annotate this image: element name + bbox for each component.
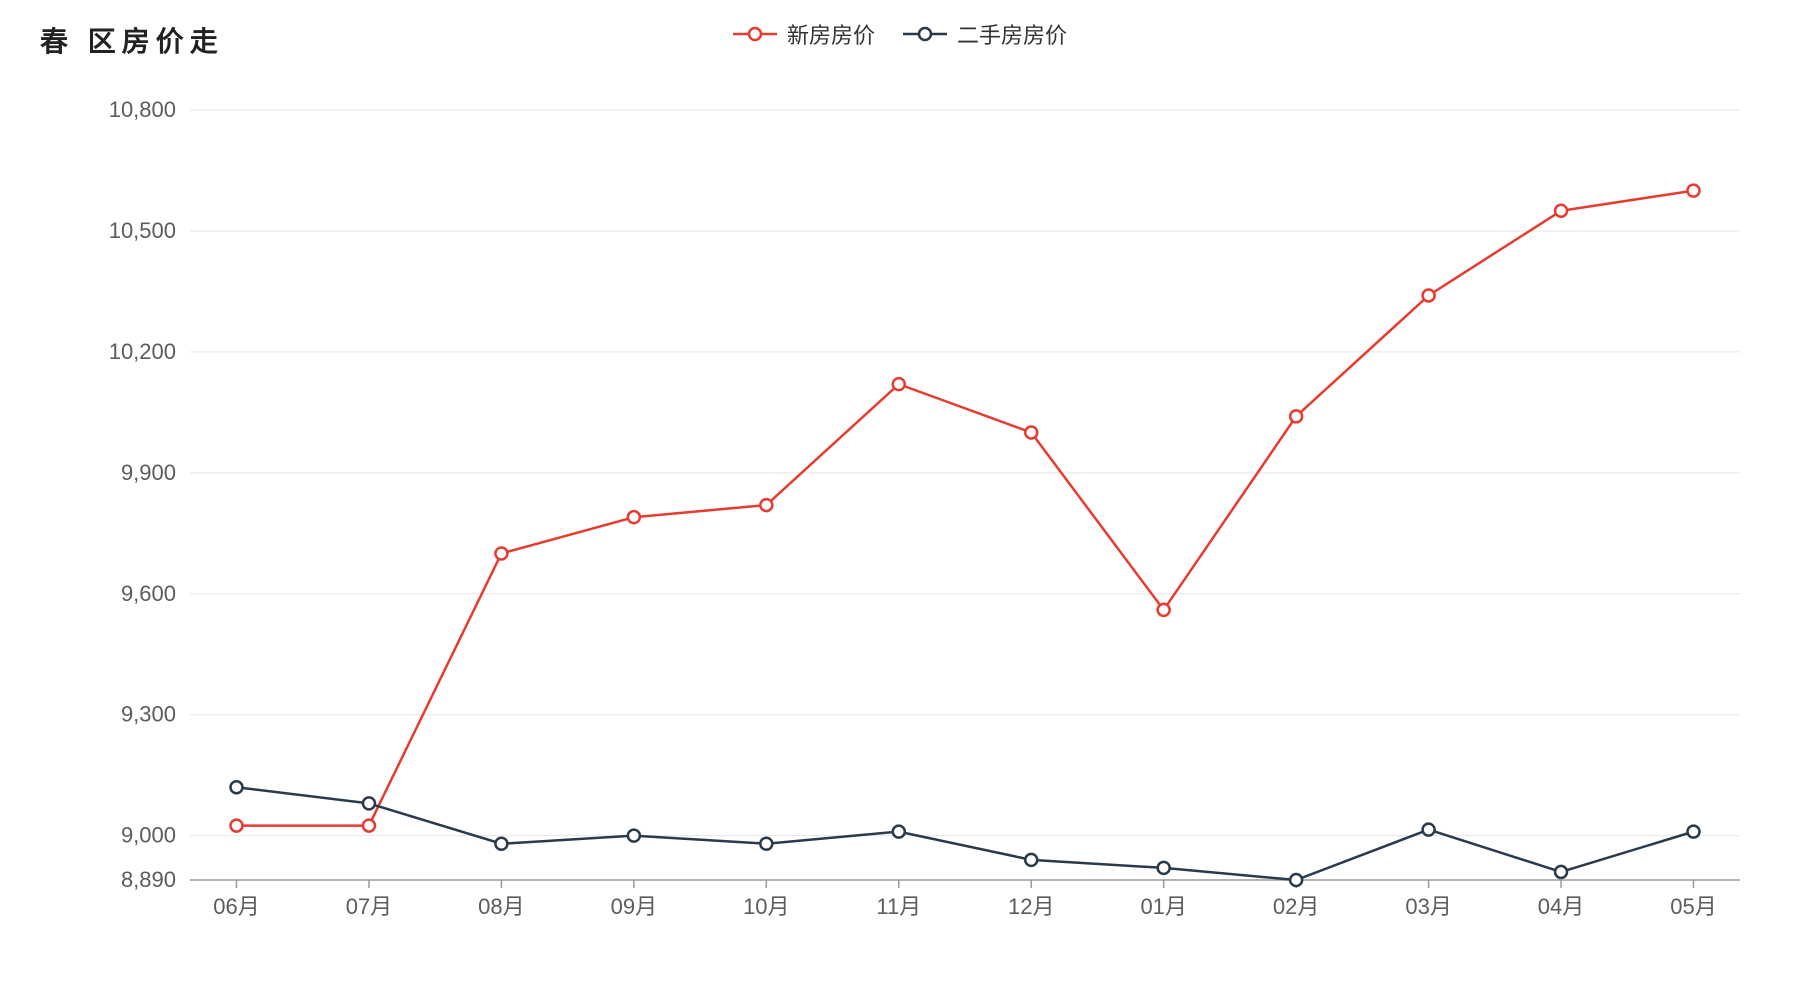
svg-text:10,200: 10,200 [109,339,176,364]
legend-swatch-second [903,25,947,43]
svg-text:9,600: 9,600 [121,581,176,606]
svg-text:07月: 07月 [346,894,392,919]
svg-text:9,000: 9,000 [121,823,176,848]
svg-text:11月: 11月 [876,894,921,919]
svg-text:10,500: 10,500 [109,218,176,243]
legend-label-new: 新房房价 [787,18,875,50]
svg-text:9,300: 9,300 [121,702,176,727]
chart-container: 春 区房价走 新房房价 二手房房价 8,8909,0009,3009,6009, [0,0,1800,1000]
svg-text:8,890: 8,890 [121,867,176,892]
svg-text:02月: 02月 [1273,894,1319,919]
svg-text:05月: 05月 [1670,894,1716,919]
svg-text:08月: 08月 [478,894,524,919]
svg-text:04月: 04月 [1538,894,1584,919]
svg-text:9,900: 9,900 [121,460,176,485]
chart-plot-area: 8,890 9,000 9,300 9,600 9,900 10,200 10,500 10,… [40,90,1760,960]
chart-title: 春 区房价走 [40,20,224,60]
chart-svg: 8,890 9,000 9,300 9,600 9,900 10,200 10,500 10,… [40,90,1760,960]
svg-text:10,800: 10,800 [109,97,176,122]
legend-swatch-new [733,25,777,43]
svg-text:06月: 06月 [213,894,259,919]
svg-text:01月: 01月 [1140,894,1186,919]
svg-text:09月: 09月 [611,894,657,919]
svg-text:03月: 03月 [1405,894,1451,919]
chart-legend: 新房房价 二手房房价 [733,18,1067,50]
svg-text:12月: 12月 [1008,894,1054,919]
svg-text:10月: 10月 [743,894,789,919]
legend-item-second[interactable]: 二手房房价 [903,18,1067,50]
legend-item-new[interactable]: 新房房价 [733,18,875,50]
legend-label-second: 二手房房价 [957,18,1067,50]
